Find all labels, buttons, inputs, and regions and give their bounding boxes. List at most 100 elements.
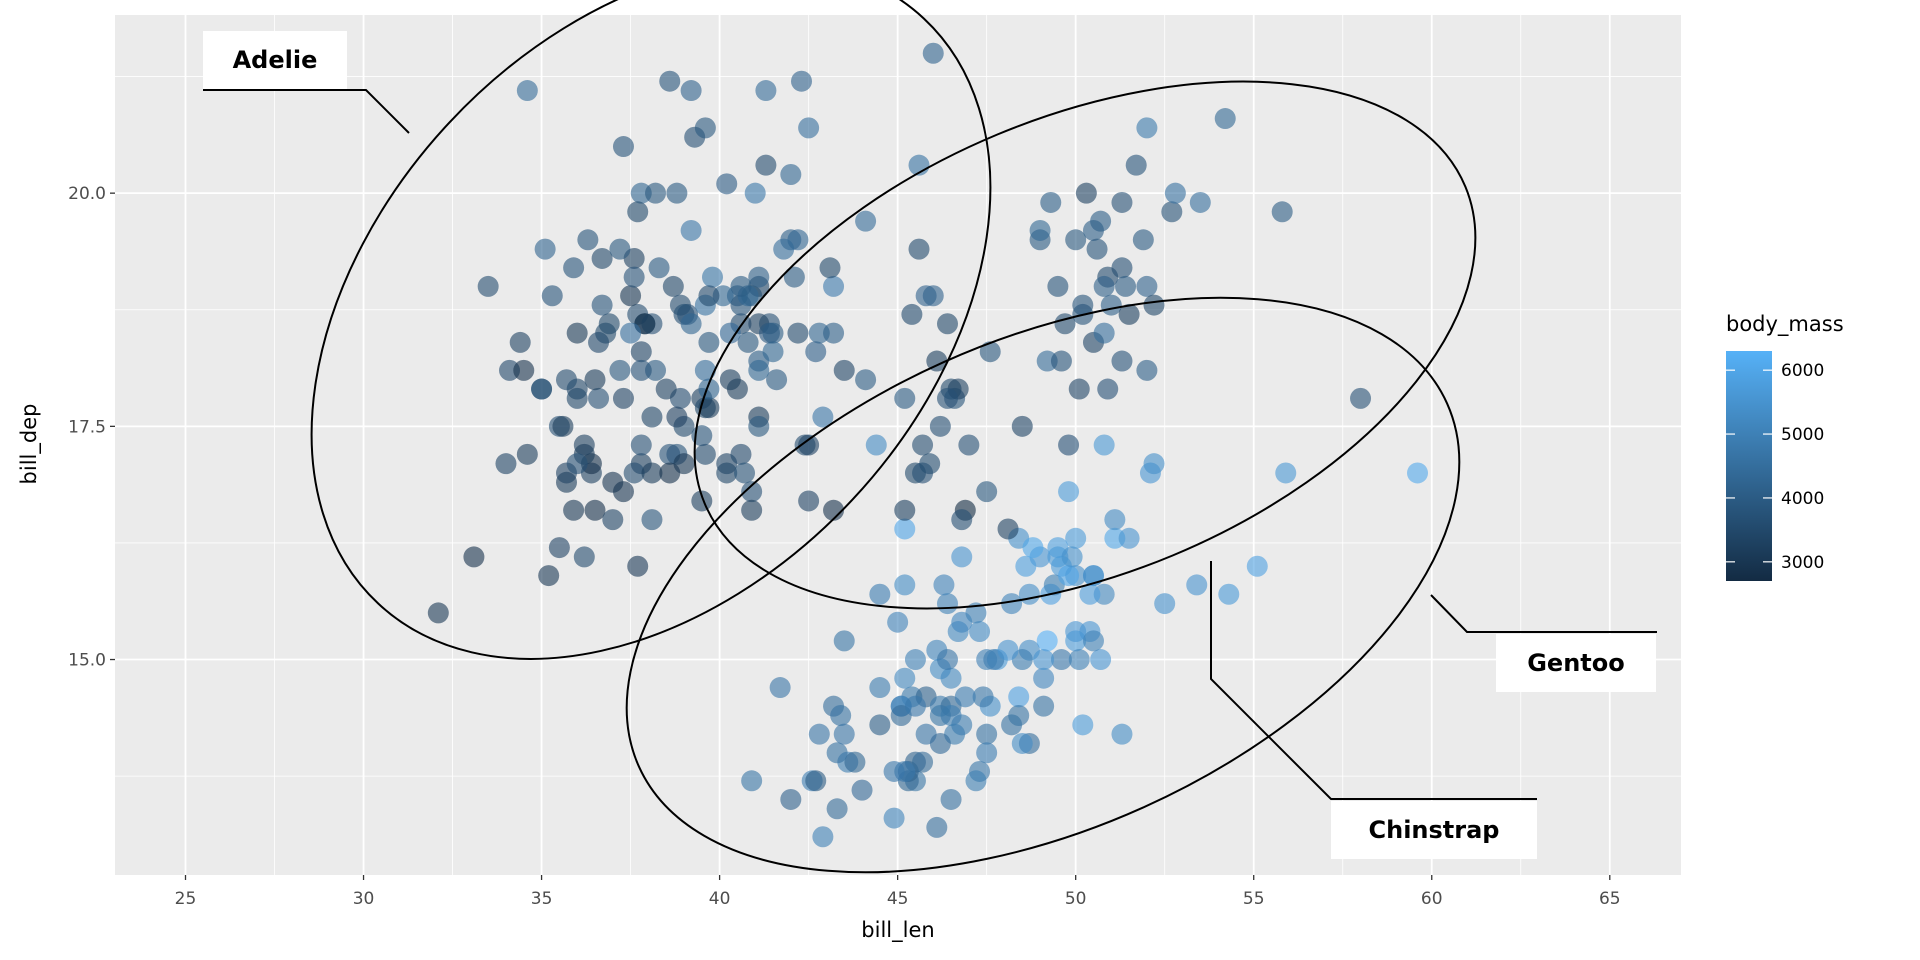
- data-point: [748, 415, 770, 437]
- data-point: [976, 649, 998, 671]
- data-point: [612, 481, 634, 503]
- data-point: [1104, 509, 1126, 531]
- data-point: [958, 434, 980, 456]
- data-point: [951, 509, 973, 531]
- data-point: [976, 742, 998, 764]
- data-point: [1125, 154, 1147, 176]
- data-point: [748, 266, 770, 288]
- data-point: [1275, 462, 1297, 484]
- data-point: [577, 229, 599, 251]
- data-point: [719, 322, 741, 344]
- data-point: [623, 266, 645, 288]
- label-adelie: Adelie: [203, 31, 410, 134]
- data-point: [609, 238, 631, 260]
- data-point: [1033, 695, 1055, 717]
- data-point: [1008, 704, 1030, 726]
- group-ellipses: [310, 0, 1477, 874]
- x-tick-label: 35: [531, 889, 553, 909]
- data-point: [620, 285, 642, 307]
- data-point: [1058, 481, 1080, 503]
- data-point: [1407, 462, 1429, 484]
- data-point: [922, 42, 944, 64]
- data-points: [427, 42, 1429, 848]
- data-point: [1029, 219, 1051, 241]
- data-point: [780, 788, 802, 810]
- data-point: [538, 565, 560, 587]
- data-point: [833, 630, 855, 652]
- data-point: [755, 154, 777, 176]
- data-point: [666, 406, 688, 428]
- data-point: [805, 341, 827, 363]
- data-point: [555, 369, 577, 391]
- data-point: [627, 201, 649, 223]
- ellipse-gentoo: [625, 296, 1461, 874]
- data-point: [912, 462, 934, 484]
- data-point: [630, 341, 652, 363]
- data-point: [1011, 415, 1033, 437]
- data-point: [588, 331, 610, 353]
- data-point: [812, 826, 834, 848]
- data-point: [904, 649, 926, 671]
- data-point: [737, 331, 759, 353]
- data-point: [965, 602, 987, 624]
- data-point: [541, 285, 563, 307]
- colorbar: [1726, 351, 1772, 581]
- label-box-adelie: [203, 31, 347, 89]
- label-leader-gentoo: [1430, 594, 1657, 633]
- data-point: [566, 387, 588, 409]
- data-point: [1164, 182, 1186, 204]
- label-text-adelie: Adelie: [233, 46, 318, 74]
- data-point: [1111, 723, 1133, 745]
- gridlines: [115, 15, 1681, 875]
- data-point: [1022, 537, 1044, 559]
- data-point: [787, 229, 809, 251]
- data-point: [951, 546, 973, 568]
- y-tick-label: 15.0: [68, 651, 106, 671]
- data-point: [1132, 229, 1154, 251]
- data-point: [883, 760, 905, 782]
- data-point: [1008, 686, 1030, 708]
- data-point: [894, 667, 916, 689]
- color-legend: body_mass 3000 4000 5000 6000: [1726, 312, 1844, 581]
- data-point: [936, 387, 958, 409]
- data-point: [894, 518, 916, 540]
- data-point: [855, 210, 877, 232]
- data-point: [954, 686, 976, 708]
- data-point: [1036, 630, 1058, 652]
- data-point: [513, 359, 535, 381]
- data-point: [1075, 182, 1097, 204]
- data-point: [588, 387, 610, 409]
- data-point: [548, 537, 570, 559]
- legend-tick-label: 4000: [1781, 489, 1824, 509]
- data-point: [730, 275, 752, 297]
- data-point: [648, 257, 670, 279]
- data-point: [495, 453, 517, 475]
- data-point: [951, 714, 973, 736]
- x-tick-label: 55: [1243, 889, 1265, 909]
- data-point: [894, 387, 916, 409]
- label-box-gentoo: [1496, 634, 1656, 692]
- data-point: [1214, 108, 1236, 130]
- legend-tick-label: 6000: [1781, 361, 1824, 381]
- legend-tick-label: 5000: [1781, 425, 1824, 445]
- data-point: [741, 481, 763, 503]
- data-point: [1018, 583, 1040, 605]
- data-point: [534, 238, 556, 260]
- data-point: [1136, 117, 1158, 139]
- data-point: [1136, 359, 1158, 381]
- data-point: [694, 443, 716, 465]
- data-point: [641, 406, 663, 428]
- y-axis: 15.0 17.5 20.0: [68, 184, 115, 671]
- data-point: [531, 378, 553, 400]
- data-point: [1093, 275, 1115, 297]
- data-point: [791, 70, 813, 92]
- data-point: [1065, 527, 1087, 549]
- ellipse-chinstrap: [693, 80, 1477, 610]
- data-point: [698, 331, 720, 353]
- data-point: [1040, 191, 1062, 213]
- data-point: [780, 164, 802, 186]
- data-point: [1079, 583, 1101, 605]
- data-point: [1050, 350, 1072, 372]
- data-point: [477, 275, 499, 297]
